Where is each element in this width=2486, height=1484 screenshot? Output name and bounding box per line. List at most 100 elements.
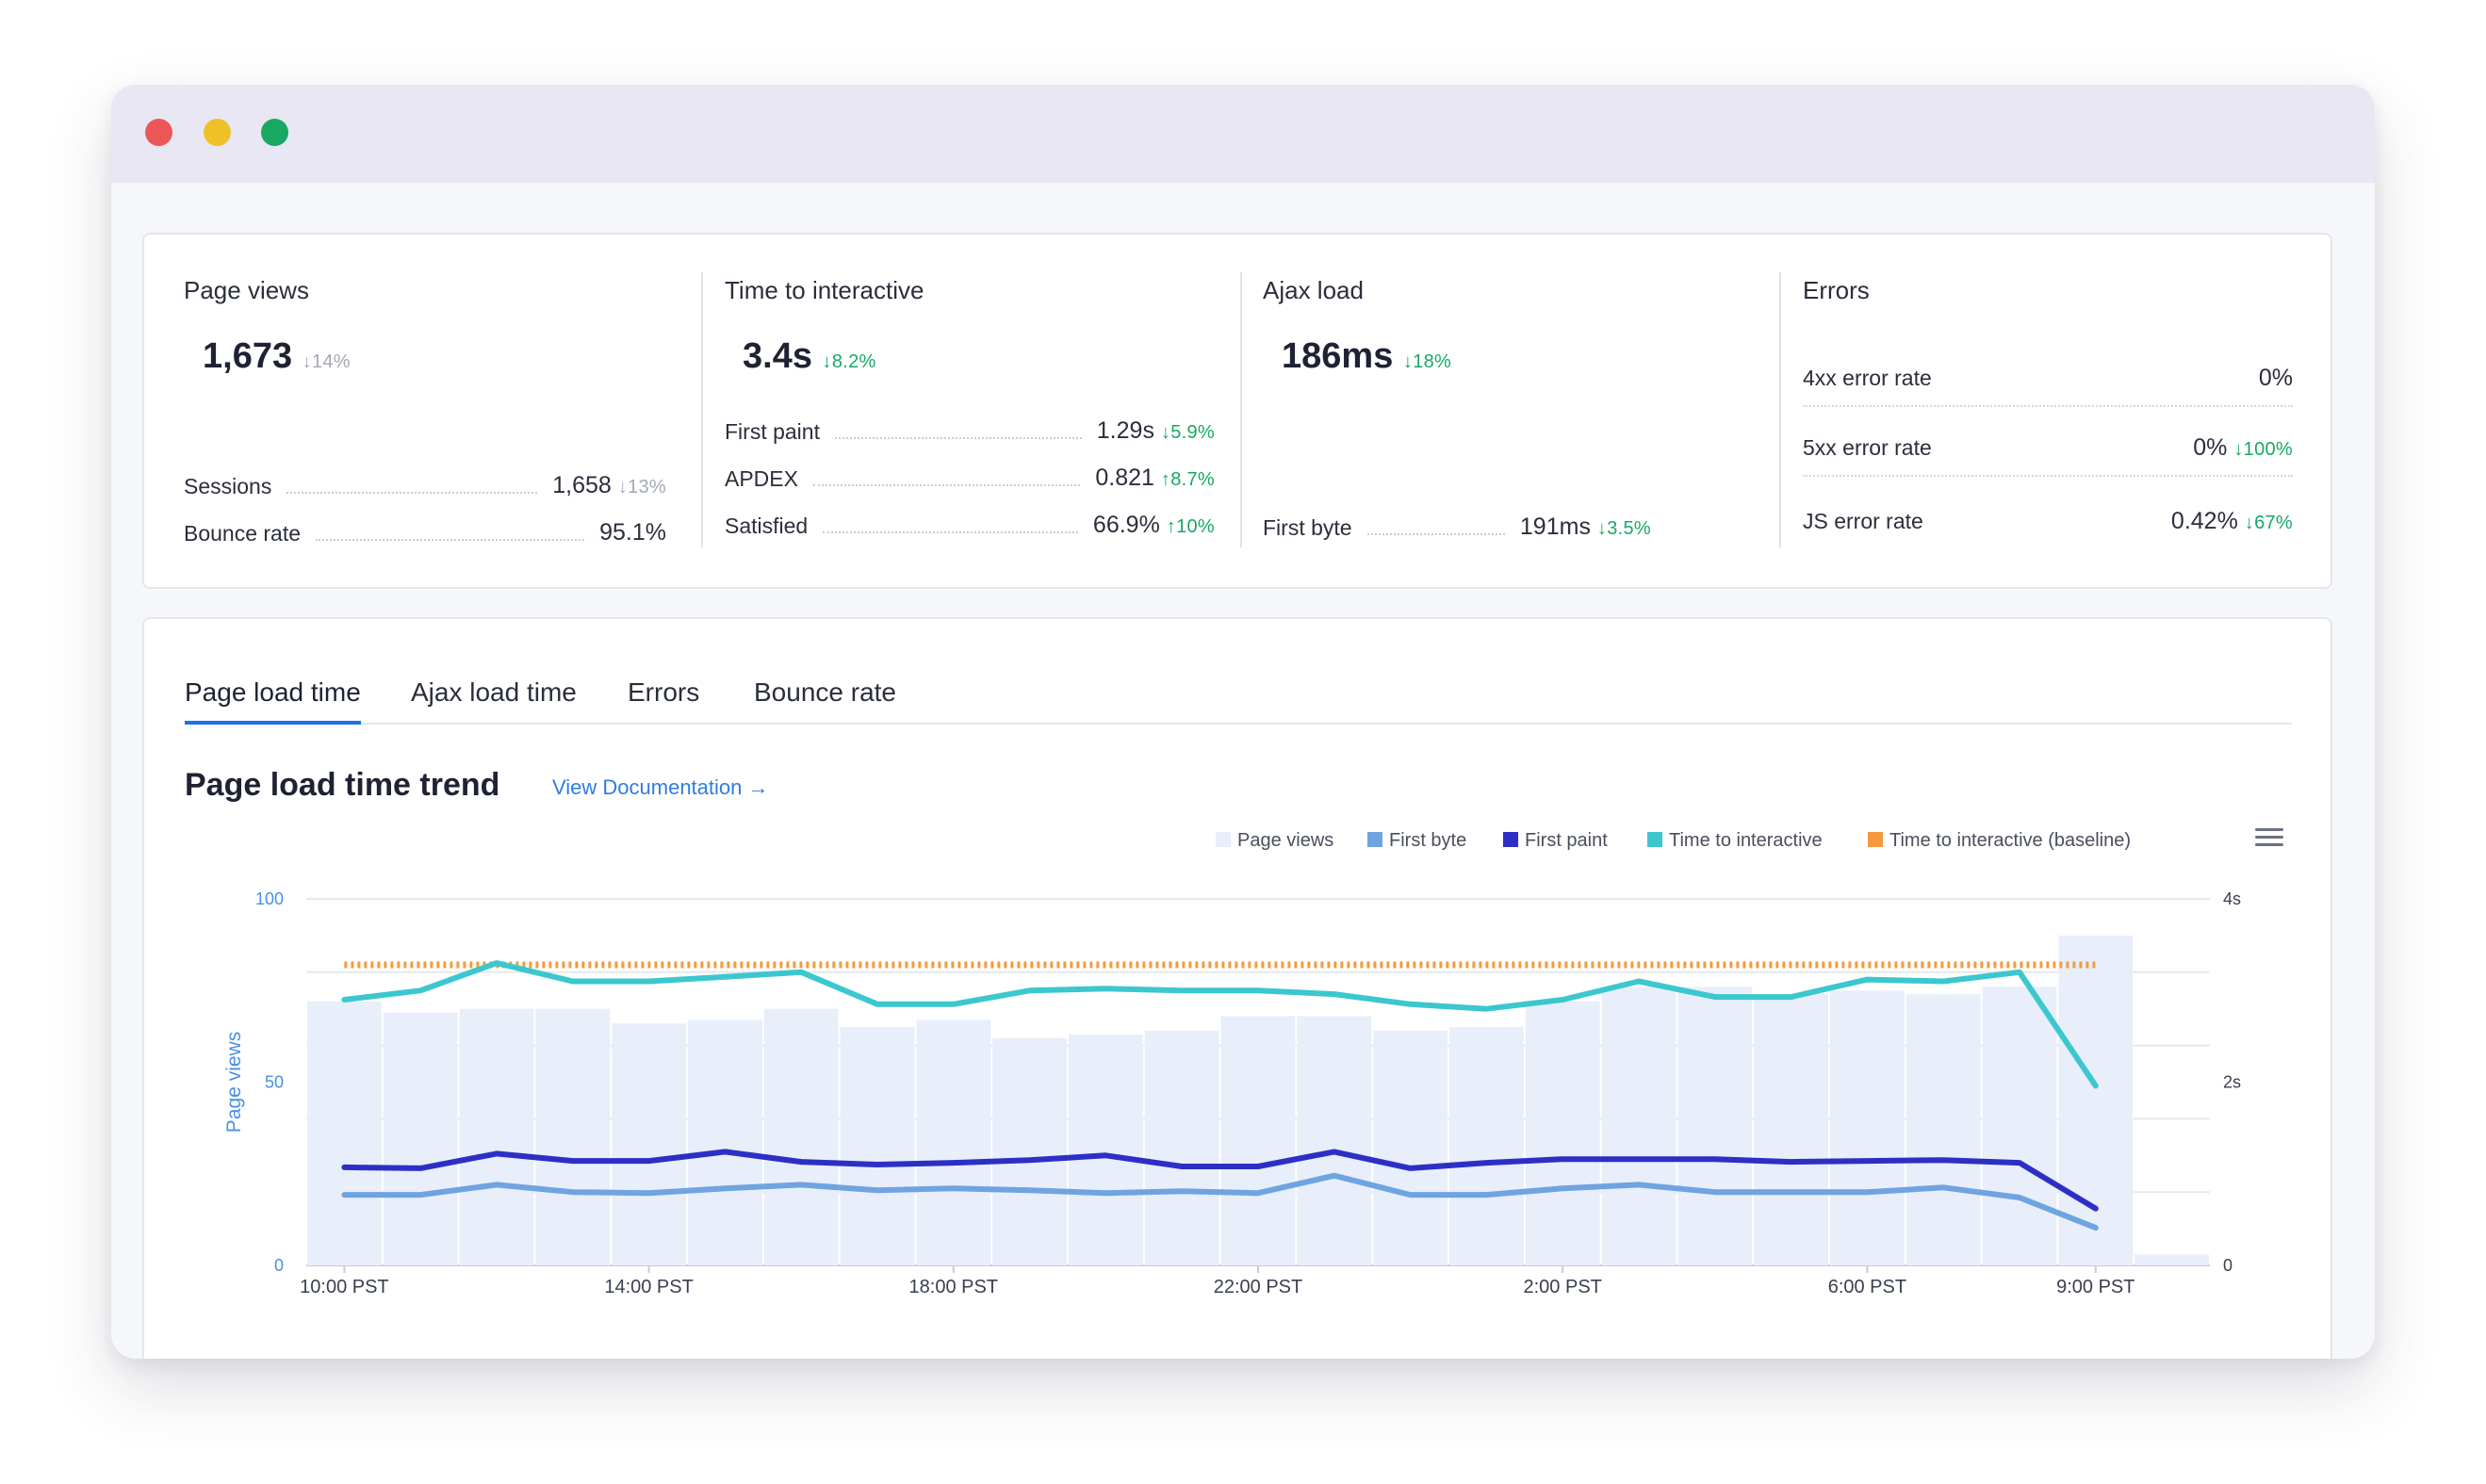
kpi-main-value: 186ms bbox=[1282, 336, 1394, 376]
metric-value: 0.821 ↑8.7% bbox=[1095, 465, 1215, 492]
legend-swatch bbox=[1503, 832, 1518, 847]
kpi-title: Ajax load bbox=[1263, 276, 1364, 304]
metric-value-text: 0.42% bbox=[2170, 508, 2238, 534]
metric-value: 191ms ↓3.5% bbox=[1520, 514, 1651, 541]
metric-row-sessions: Sessions 1,658 ↓13% bbox=[184, 472, 666, 499]
kpi-value: 3.4s ↓8.2% bbox=[743, 336, 876, 377]
page-views-bar bbox=[840, 1027, 915, 1265]
x-tick-label: 18:00 PST bbox=[909, 1277, 999, 1297]
legend-swatch bbox=[1367, 832, 1382, 847]
legend-label: Time to interactive bbox=[1669, 830, 1823, 851]
legend-label: First paint bbox=[1525, 830, 1608, 851]
page-views-bar bbox=[1982, 987, 2057, 1265]
section-title: Page load time trend bbox=[185, 767, 500, 803]
kpi-delta: ↓8.2% bbox=[822, 351, 876, 372]
page-views-bar bbox=[1525, 1001, 1600, 1265]
tab-ajax-load-time[interactable]: Ajax load time bbox=[411, 677, 577, 707]
y-right-tick-label: 4s bbox=[2223, 889, 2241, 908]
page-views-bar bbox=[763, 1008, 839, 1265]
kpi-delta: ↓18% bbox=[1402, 351, 1452, 372]
maximize-window-button[interactable] bbox=[261, 119, 288, 146]
page-views-bar bbox=[459, 1008, 534, 1265]
first-paint-line bbox=[341, 1149, 2099, 1212]
dotted-leader bbox=[823, 531, 1078, 533]
kpi-time-to-interactive[interactable]: Time to interactive 3.4s ↓8.2% First pai… bbox=[701, 235, 1240, 587]
metric-value: 1,658 ↓13% bbox=[552, 472, 666, 499]
kpi-title: Errors bbox=[1803, 276, 1870, 304]
metric-value: 95.1% bbox=[599, 519, 666, 546]
kpi-main-value: 1,673 bbox=[203, 336, 293, 376]
chart-card: Page load time Ajax load time Errors Bou… bbox=[142, 617, 2332, 1359]
metric-value-text: 1,658 bbox=[552, 472, 612, 498]
tab-bounce-rate[interactable]: Bounce rate bbox=[754, 677, 896, 707]
x-tick-label: 6:00 PST bbox=[1828, 1277, 1906, 1297]
kpi-title: Time to interactive bbox=[725, 276, 924, 304]
minimize-window-button[interactable] bbox=[204, 119, 231, 146]
metric-label: First paint bbox=[725, 419, 820, 444]
metric-row-4xx-error-rate: 4xx error rate 0% bbox=[1803, 365, 2293, 407]
dotted-leader bbox=[834, 437, 1082, 439]
dotted-leader bbox=[812, 484, 1081, 486]
metric-value-text: 191ms bbox=[1519, 514, 1591, 540]
chart-tabs: Page load time Ajax load time Errors Bou… bbox=[185, 677, 2292, 725]
metric-delta: ↓13% bbox=[617, 477, 666, 497]
y-right-tick-label: 2s bbox=[2223, 1073, 2241, 1092]
metric-value-text: 66.9% bbox=[1092, 512, 1160, 538]
page-views-bar bbox=[1373, 1031, 1447, 1265]
page-views-bar bbox=[916, 1019, 991, 1265]
metric-label: APDEX bbox=[725, 466, 798, 491]
legend-swatch bbox=[1216, 832, 1231, 847]
kpi-errors[interactable]: Errors 4xx error rate 0% 5xx error rate … bbox=[1779, 235, 2334, 587]
tab-errors[interactable]: Errors bbox=[628, 677, 700, 707]
kpi-main-value: 3.4s bbox=[743, 336, 812, 376]
kpi-value: 1,673 ↓14% bbox=[203, 336, 351, 377]
page-views-bar bbox=[1220, 1016, 1296, 1265]
chart-menu-icon[interactable] bbox=[2255, 828, 2283, 847]
y-right-tick-label: 0 bbox=[2223, 1256, 2232, 1275]
page-views-bar bbox=[1830, 990, 1905, 1265]
page-views-bar bbox=[1144, 1031, 1219, 1265]
y-left-tick-label: 50 bbox=[265, 1073, 284, 1092]
dotted-leader bbox=[316, 539, 585, 541]
legend-label: Time to interactive (baseline) bbox=[1889, 830, 2131, 851]
metric-label: 5xx error rate bbox=[1803, 435, 1932, 460]
y-axis-label: Page views bbox=[223, 1032, 245, 1133]
metric-delta: ↑8.7% bbox=[1160, 469, 1215, 490]
kpi-ajax-load[interactable]: Ajax load 186ms ↓18% First byte 191ms ↓3… bbox=[1240, 235, 1779, 587]
page-views-bar bbox=[992, 1037, 1067, 1265]
view-documentation-link[interactable]: View Documentation → bbox=[552, 775, 769, 799]
page-views-bar bbox=[1754, 994, 1828, 1265]
metric-value: 0.42% ↓67% bbox=[2171, 508, 2293, 535]
metric-row-apdex: APDEX 0.821 ↑8.7% bbox=[725, 465, 1215, 492]
page-views-bar bbox=[1601, 987, 1676, 1265]
close-window-button[interactable] bbox=[145, 119, 172, 146]
first-byte-line bbox=[341, 1172, 2099, 1231]
x-tick-label: 2:00 PST bbox=[1524, 1277, 1602, 1297]
legend-swatch bbox=[1647, 832, 1662, 847]
metric-row-js-error-rate: JS error rate 0.42% ↓67% bbox=[1803, 508, 2293, 548]
page-views-bar bbox=[383, 1012, 458, 1265]
metric-delta: ↑10% bbox=[1166, 516, 1215, 537]
page-views-bar bbox=[612, 1023, 686, 1265]
dotted-leader bbox=[286, 492, 538, 494]
metric-label: First byte bbox=[1263, 515, 1352, 540]
metric-value: 0% ↓100% bbox=[2193, 434, 2293, 462]
metric-delta: ↓5.9% bbox=[1160, 422, 1215, 443]
metric-value-text: 0.821 bbox=[1095, 465, 1154, 491]
kpi-value: 186ms ↓18% bbox=[1282, 336, 1451, 377]
metric-delta: ↓67% bbox=[2244, 513, 2293, 533]
page-load-time-chart: 100 50 0 4s 2s 0 Page views 10:00 PST 14:00 PST 1… bbox=[223, 830, 2241, 1297]
metric-row-bounce-rate: Bounce rate 95.1% bbox=[184, 519, 666, 546]
y-left-tick-label: 100 bbox=[255, 889, 284, 908]
page-views-bar bbox=[1449, 1027, 1524, 1265]
metric-value: 1.29s ↓5.9% bbox=[1097, 417, 1215, 445]
x-tick-label: 22:00 PST bbox=[1214, 1277, 1303, 1297]
metric-value: 66.9% ↑10% bbox=[1093, 512, 1215, 539]
kpi-page-views[interactable]: Page views 1,673 ↓14% Sessions 1,658 ↓13… bbox=[144, 235, 701, 587]
legend-label: First byte bbox=[1389, 830, 1466, 851]
metric-row-first-paint: First paint 1.29s ↓5.9% bbox=[725, 417, 1215, 445]
legend-label: Page views bbox=[1237, 830, 1333, 851]
tab-page-load-time[interactable]: Page load time bbox=[185, 677, 361, 725]
kpi-delta: ↓14% bbox=[302, 351, 351, 372]
page-views-bar bbox=[307, 1001, 382, 1265]
